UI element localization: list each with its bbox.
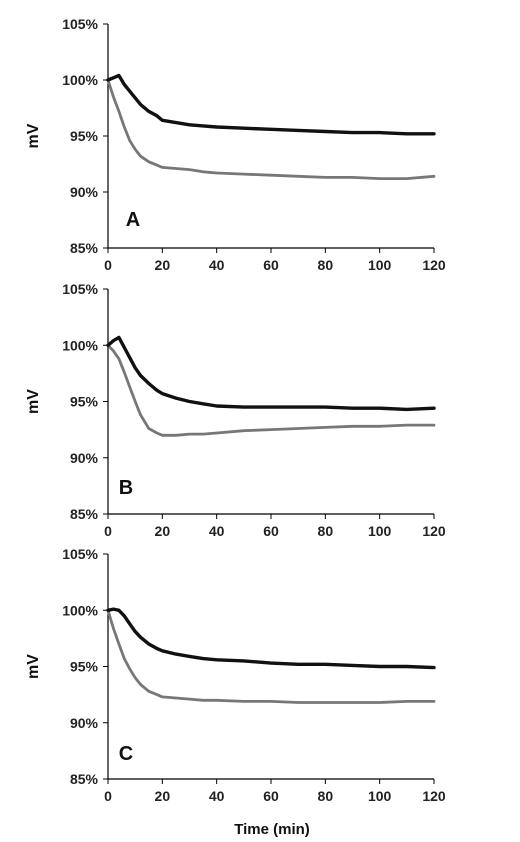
panel-label: B [119,477,133,499]
y-tick-label: 100% [62,72,98,88]
y-tick-label: 105% [62,546,98,562]
x-tick-label: 120 [422,788,446,804]
x-tick-label: 20 [155,257,171,273]
x-tick-label: 80 [318,257,334,273]
x-tick-label: 60 [263,788,279,804]
y-tick-label: 90% [70,184,99,200]
x-tick-label: 40 [209,523,225,539]
y-tick-label: 85% [70,240,99,256]
x-tick-label: 100 [368,257,392,273]
y-axis-title: mV [25,389,42,414]
y-tick-label: 90% [70,715,99,731]
panel-label: C [119,743,133,765]
series-line-black [106,607,436,670]
x-tick-label: 40 [209,257,225,273]
x-tick-label: 20 [155,788,171,804]
series-line-black [106,73,436,136]
y-tick-label: 85% [70,771,99,787]
chart-panel-a: 85% 90% 95% 100% 105% 0 20 40 60 80 100 120 mV A [25,16,446,273]
x-tick-label: 20 [155,523,171,539]
x-axis-title-time: Time (min) [234,821,310,838]
series-line-gray [106,78,436,181]
y-tick-label: 100% [62,602,98,618]
x-tick-label: 60 [263,523,279,539]
x-tick-label: 0 [104,257,112,273]
x-tick-label: 0 [104,788,112,804]
y-axis-title: mV [25,123,42,148]
x-tick-label: 0 [104,523,112,539]
y-tick-label: 95% [70,128,99,144]
x-tick-label: 60 [263,257,279,273]
y-axis-title: mV [25,654,42,679]
y-tick-label: 105% [62,16,98,32]
chart-panel-c: 85% 90% 95% 100% 105% 0 20 40 60 80 100 120 mV C [25,546,446,804]
x-tick-label: 120 [422,257,446,273]
x-tick-label: 100 [368,788,392,804]
x-tick-label: 100 [368,523,392,539]
y-tick-label: 100% [62,337,98,353]
y-tick-label: 105% [62,281,98,297]
panel-label: A [126,209,140,231]
series-line-black [106,335,436,412]
series-line-gray [106,608,436,704]
y-tick-label: 85% [70,506,99,522]
series-line-gray [106,343,436,437]
x-tick-label: 80 [318,523,334,539]
x-tick-label: 40 [209,788,225,804]
chart-panel-b: 85% 90% 95% 100% 105% 0 20 40 60 80 100 120 mV B [25,281,446,539]
y-tick-label: 95% [70,394,99,410]
y-tick-label: 90% [70,450,99,466]
y-tick-label: 95% [70,659,99,675]
x-tick-label: 80 [318,788,334,804]
panels: 85% 90% 95% 100% 105% 0 20 40 60 80 100 120 mV A 85% 90… [25,16,446,804]
x-tick-label: 120 [422,523,446,539]
